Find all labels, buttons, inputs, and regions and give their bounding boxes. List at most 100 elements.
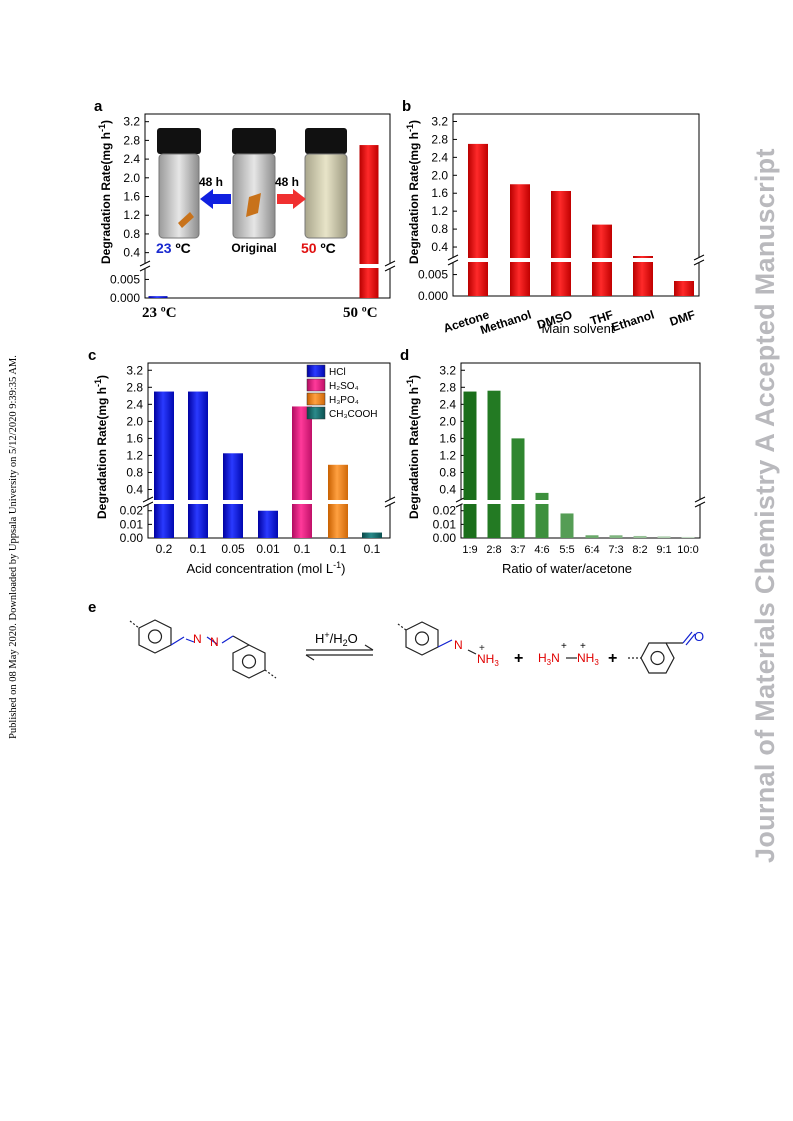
bar-c-1 xyxy=(188,391,208,538)
y-tick-label-a-u2: 2.4 xyxy=(123,152,140,166)
vial-photo-inset: 48 h 48 h 23 ºC Original 50 ºC xyxy=(156,128,348,256)
azine-reactant-structure xyxy=(129,619,277,679)
watermark: Journal of Materials Chemistry A Accepte… xyxy=(750,148,780,863)
x-tick-label-d-2: 3:7 xyxy=(510,544,525,556)
y-tick-label-d-u2: 2.4 xyxy=(439,397,456,411)
axis-break-mark-b-0a xyxy=(447,254,459,261)
aldehyde-product-structure xyxy=(628,631,696,674)
bar-d-0 xyxy=(463,391,477,538)
y-tick-label-c-u1: 2.8 xyxy=(126,380,143,394)
axis-break-mark-b-1a xyxy=(693,254,705,261)
y-tick-label-c-u3: 2.0 xyxy=(126,414,143,428)
y-tick-label-b-u4: 1.6 xyxy=(431,186,448,200)
panel-label-d: d xyxy=(400,347,409,364)
publication-line: Published on 08 May 2020. Downloaded by … xyxy=(8,355,19,739)
axis-break-mark-c-1b xyxy=(384,501,396,508)
bar-b-0 xyxy=(468,143,488,296)
x-tick-label-d-8: 9:1 xyxy=(656,544,671,556)
azine-n1: N xyxy=(193,632,202,646)
axis-break-mark-a-1a xyxy=(384,260,396,267)
axis-break-mark-a-0a xyxy=(139,260,151,267)
hydrazinium-charge-2: + xyxy=(580,641,586,652)
bar-b-5 xyxy=(674,281,694,296)
y-ticks-b: 3.2 2.8 2.4 2.0 1.6 1.2 0.8 0.4 0.005 0.000 xyxy=(418,114,457,303)
axis-break-gap-a-1 xyxy=(387,263,393,269)
vial-hot-icon xyxy=(304,128,348,239)
y-tick-label-a-l1: 0.000 xyxy=(110,291,140,305)
bars-d xyxy=(462,390,695,538)
axis-break-mark-d-1b xyxy=(694,501,706,508)
x-tick-label-c-0: 0.2 xyxy=(156,542,173,556)
hydrazinium-right: NH3 xyxy=(577,651,599,667)
x-tick-label-c-3: 0.01 xyxy=(256,542,280,556)
legend-swatch-c-2 xyxy=(306,392,326,406)
y-ticks-a: 3.2 2.8 2.4 2.0 1.6 1.2 0.8 0.4 0.005 0.000 xyxy=(110,115,149,305)
bar-break-c-2 xyxy=(222,500,244,504)
hydrazone-nh3: NH3 xyxy=(477,652,499,668)
y-tick-label-c-l1: 0.01 xyxy=(120,517,144,531)
axis-break-gap-c-0 xyxy=(145,499,151,505)
panel-label-c: c xyxy=(88,347,96,364)
legend-label-c-0: HCl xyxy=(329,367,346,378)
equilibrium-arrows-icon xyxy=(305,644,374,661)
legend-label-c-2: H₃PO₄ xyxy=(329,395,359,406)
y-tick-label-b-u1: 2.8 xyxy=(431,132,448,146)
y-tick-label-b-u2: 2.4 xyxy=(431,150,448,164)
y-tick-label-d-u3: 2.0 xyxy=(439,414,456,428)
axis-break-gap-d-0 xyxy=(458,499,464,505)
y-tick-label-c-u7: 0.4 xyxy=(126,482,143,496)
axis-break-mark-c-0a xyxy=(142,496,154,503)
bar-b-4 xyxy=(633,256,653,296)
bar-break-c-1 xyxy=(187,500,209,504)
axis-break-gap-a-0 xyxy=(142,263,148,269)
axis-break-mark-b-1b xyxy=(693,259,705,266)
bar-c-2 xyxy=(223,453,243,538)
y-tick-label-d-u5: 1.2 xyxy=(439,448,456,462)
bar-a-0 xyxy=(148,296,168,298)
axes-box-b xyxy=(452,113,700,297)
y-tick-label-d-u7: 0.4 xyxy=(439,482,456,496)
x-tick-label-b-4: Ethanol xyxy=(610,308,656,335)
aldehyde-oxygen: O xyxy=(694,629,704,644)
axis-break-mark-c-0b xyxy=(142,501,154,508)
y-tick-label-c-u4: 1.6 xyxy=(126,431,143,445)
x-tick-label-d-1: 2:8 xyxy=(486,544,501,556)
y-tick-label-b-u3: 2.0 xyxy=(431,168,448,182)
x-tick-label-b-5: DMF xyxy=(668,308,697,329)
bars-a xyxy=(148,145,380,298)
axis-break-mark-a-0b xyxy=(139,265,151,272)
temp-label-hot: 50 ºC xyxy=(301,240,336,256)
panel-e-reaction-scheme: e N N H+/H2O xyxy=(88,599,704,679)
axes-box-a xyxy=(144,113,391,299)
legend-c: HCl H₂SO₄ H₃PO₄ CH₃COOH xyxy=(306,364,378,420)
y-tick-label-c-u5: 1.2 xyxy=(126,448,143,462)
bar-break-d-0 xyxy=(462,500,478,504)
y-tick-label-d-l0: 0.02 xyxy=(433,504,457,518)
bar-c-6 xyxy=(362,532,382,538)
hydrazinium-charge-1: + xyxy=(561,641,567,652)
y-ticks-d: 3.2 2.8 2.4 2.0 1.6 1.2 0.8 0.4 0.020.010.00 xyxy=(433,363,465,545)
panel-c: c Degradation Rate(mg h-1) 3.2 2.8 2.4 2.0 1… xyxy=(88,347,396,576)
arrow-left-icon xyxy=(200,189,231,209)
x-tick-label-d-4: 5:5 xyxy=(559,544,574,556)
y-tick-label-b-l0: 0.005 xyxy=(418,268,448,282)
y-tick-label-a-l0: 0.005 xyxy=(110,272,140,286)
plot-frame-b xyxy=(447,113,705,297)
panel-label-e: e xyxy=(88,599,96,616)
y-tick-label-b-u5: 1.2 xyxy=(431,204,448,218)
y-tick-label-c-l0: 0.02 xyxy=(120,504,144,518)
bar-break-d-3 xyxy=(534,500,550,504)
axes-box-d xyxy=(460,362,701,539)
axis-break-gap-b-1 xyxy=(696,257,702,263)
x-tick-label-c-6: 0.1 xyxy=(364,542,381,556)
y-tick-label-d-u1: 2.8 xyxy=(439,380,456,394)
legend-label-c-3: CH₃COOH xyxy=(329,409,378,420)
bar-break-a-1 xyxy=(358,264,380,268)
hydrazone-product-structure xyxy=(397,621,477,656)
legend-swatch-c-1 xyxy=(306,378,326,392)
bar-break-d-1 xyxy=(486,500,502,504)
plus-sign-1: + xyxy=(514,650,523,667)
y-axis-label-b: Degradation Rate(mg h-1) xyxy=(405,120,421,264)
bar-d-8 xyxy=(657,536,671,538)
